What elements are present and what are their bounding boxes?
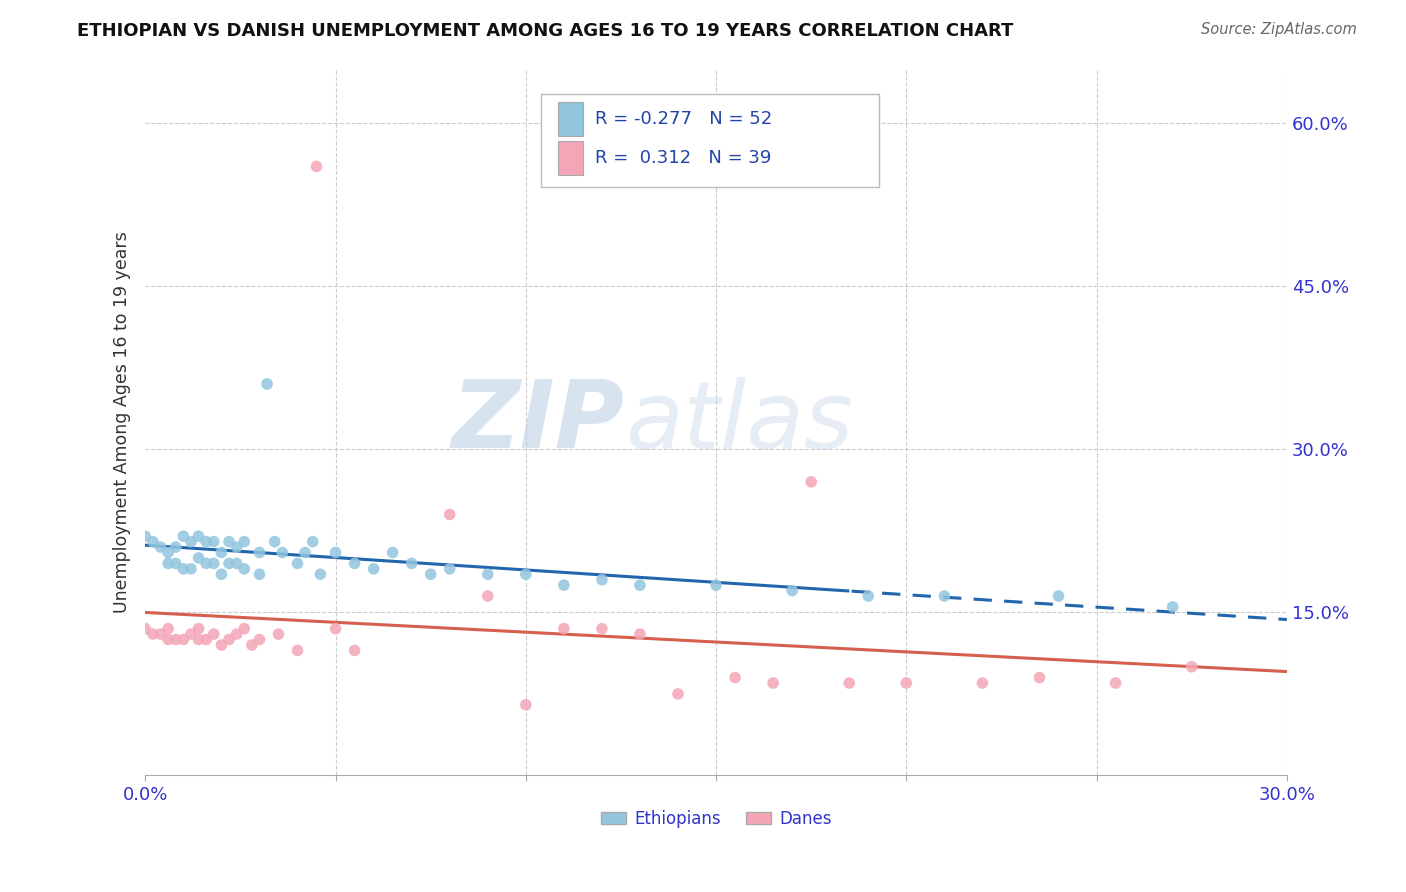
Point xyxy=(628,627,651,641)
Point xyxy=(439,562,461,576)
Point xyxy=(343,557,366,571)
Point xyxy=(180,627,202,641)
Text: Source: ZipAtlas.com: Source: ZipAtlas.com xyxy=(1201,22,1357,37)
Point xyxy=(838,676,860,690)
Point xyxy=(157,557,180,571)
Point xyxy=(287,557,309,571)
Point xyxy=(1028,671,1050,685)
Point xyxy=(704,578,727,592)
Point xyxy=(271,545,294,559)
Point xyxy=(218,632,240,647)
Text: R = -0.277   N = 52: R = -0.277 N = 52 xyxy=(595,110,772,128)
Point xyxy=(157,632,180,647)
Point xyxy=(187,632,209,647)
Point xyxy=(325,545,347,559)
Point xyxy=(172,562,194,576)
Point xyxy=(515,567,537,582)
Point xyxy=(381,545,404,559)
Point xyxy=(195,557,218,571)
Point xyxy=(477,567,499,582)
Point xyxy=(724,671,747,685)
Point xyxy=(134,622,156,636)
Point xyxy=(1181,659,1204,673)
Point xyxy=(249,545,271,559)
Point xyxy=(202,557,225,571)
Point xyxy=(187,529,209,543)
Point xyxy=(233,534,256,549)
Point xyxy=(294,545,316,559)
Point xyxy=(195,534,218,549)
Point xyxy=(515,698,537,712)
Text: ETHIOPIAN VS DANISH UNEMPLOYMENT AMONG AGES 16 TO 19 YEARS CORRELATION CHART: ETHIOPIAN VS DANISH UNEMPLOYMENT AMONG A… xyxy=(77,22,1014,40)
Point xyxy=(180,562,202,576)
Point xyxy=(800,475,823,489)
Point xyxy=(240,638,263,652)
Legend: Ethiopians, Danes: Ethiopians, Danes xyxy=(593,803,838,834)
Text: R =  0.312   N = 39: R = 0.312 N = 39 xyxy=(595,149,770,167)
Point xyxy=(180,534,202,549)
Point xyxy=(591,573,613,587)
Point xyxy=(218,534,240,549)
Point xyxy=(628,578,651,592)
Point xyxy=(401,557,423,571)
Point xyxy=(267,627,290,641)
Point xyxy=(249,567,271,582)
Point xyxy=(134,529,156,543)
Point xyxy=(256,376,278,391)
Point xyxy=(305,160,328,174)
Point xyxy=(149,627,172,641)
Point xyxy=(233,562,256,576)
Point xyxy=(209,638,232,652)
Point xyxy=(149,540,172,554)
Point xyxy=(263,534,285,549)
Point xyxy=(419,567,441,582)
Point xyxy=(439,508,461,522)
Text: atlas: atlas xyxy=(624,376,853,467)
Point xyxy=(233,622,256,636)
Point xyxy=(195,632,218,647)
Point xyxy=(591,622,613,636)
Point xyxy=(780,583,803,598)
Point xyxy=(249,632,271,647)
Point xyxy=(762,676,785,690)
Point xyxy=(301,534,323,549)
Text: ZIP: ZIP xyxy=(451,376,624,468)
Point xyxy=(287,643,309,657)
Point xyxy=(934,589,956,603)
Point xyxy=(165,632,187,647)
Point xyxy=(972,676,994,690)
Point xyxy=(209,567,232,582)
Point xyxy=(165,557,187,571)
Point xyxy=(172,529,194,543)
Point xyxy=(477,589,499,603)
Point xyxy=(165,540,187,554)
Point xyxy=(553,578,575,592)
Point xyxy=(172,632,194,647)
Point xyxy=(343,643,366,657)
Point xyxy=(225,540,247,554)
Point xyxy=(309,567,332,582)
Point xyxy=(553,622,575,636)
Point xyxy=(1047,589,1070,603)
Point xyxy=(218,557,240,571)
Point xyxy=(187,622,209,636)
Point xyxy=(896,676,918,690)
Point xyxy=(1104,676,1126,690)
Point xyxy=(157,545,180,559)
Point xyxy=(209,545,232,559)
Point xyxy=(157,622,180,636)
Point xyxy=(202,534,225,549)
Y-axis label: Unemployment Among Ages 16 to 19 years: Unemployment Among Ages 16 to 19 years xyxy=(114,231,131,613)
Point xyxy=(187,551,209,566)
Point xyxy=(858,589,880,603)
Point xyxy=(142,534,165,549)
Point xyxy=(666,687,689,701)
Point xyxy=(325,622,347,636)
Point xyxy=(225,627,247,641)
Point xyxy=(142,627,165,641)
Point xyxy=(202,627,225,641)
Point xyxy=(225,557,247,571)
Point xyxy=(363,562,385,576)
Point xyxy=(1161,599,1184,614)
